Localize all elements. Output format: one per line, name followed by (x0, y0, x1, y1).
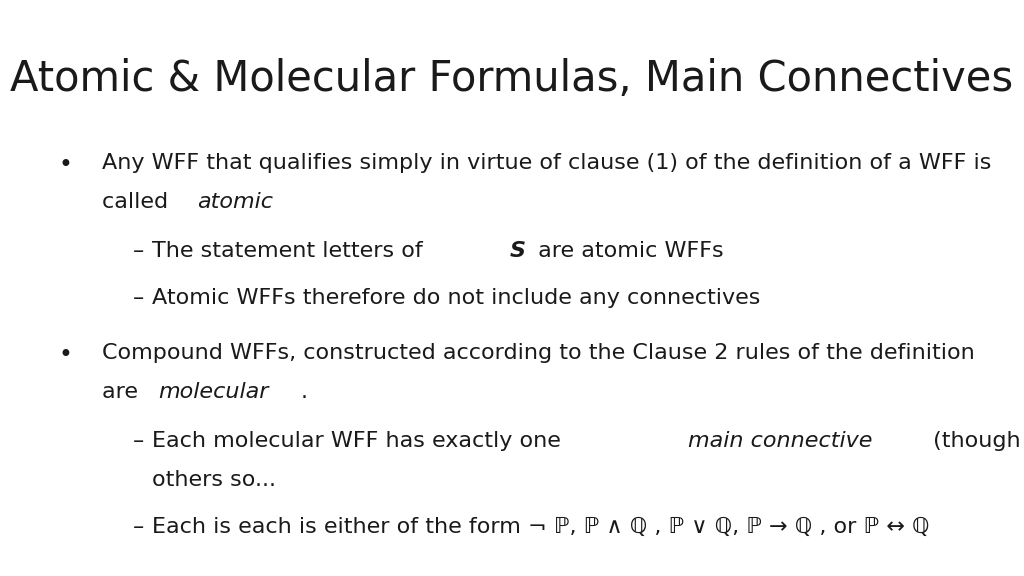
Text: S: S (510, 241, 526, 261)
Text: –: – (133, 288, 144, 308)
Text: –: – (133, 517, 144, 537)
Text: (though may have: (though may have (927, 431, 1024, 451)
Text: Atomic WFFs therefore do not include any connectives: Atomic WFFs therefore do not include any… (152, 288, 760, 308)
Text: Each molecular WFF has exactly one: Each molecular WFF has exactly one (152, 431, 567, 451)
Text: •: • (58, 153, 73, 177)
Text: are atomic WFFs: are atomic WFFs (530, 241, 723, 261)
Text: The statement letters of: The statement letters of (152, 241, 429, 261)
Text: are: are (102, 382, 145, 402)
Text: Atomic & Molecular Formulas, Main Connectives: Atomic & Molecular Formulas, Main Connec… (10, 58, 1014, 100)
Text: –: – (133, 241, 144, 261)
Text: molecular: molecular (158, 382, 268, 402)
Text: •: • (58, 343, 73, 366)
Text: Any WFF that qualifies simply in virtue of clause (1) of the definition of a WFF: Any WFF that qualifies simply in virtue … (102, 153, 992, 173)
Text: called: called (102, 192, 176, 212)
Text: main connective: main connective (688, 431, 872, 451)
Text: others so...: others so... (152, 470, 275, 490)
Text: –: – (133, 431, 144, 451)
Text: Each is each is either of the form ¬ ℙ, ℙ ∧ ℚ , ℙ ∨ ℚ, ℙ → ℚ , or ℙ ↔ ℚ: Each is each is either of the form ¬ ℙ, … (152, 517, 929, 537)
Text: Compound WFFs, constructed according to the Clause 2 rules of the definition: Compound WFFs, constructed according to … (102, 343, 975, 363)
Text: atomic: atomic (197, 192, 273, 212)
Text: .: . (300, 382, 307, 402)
